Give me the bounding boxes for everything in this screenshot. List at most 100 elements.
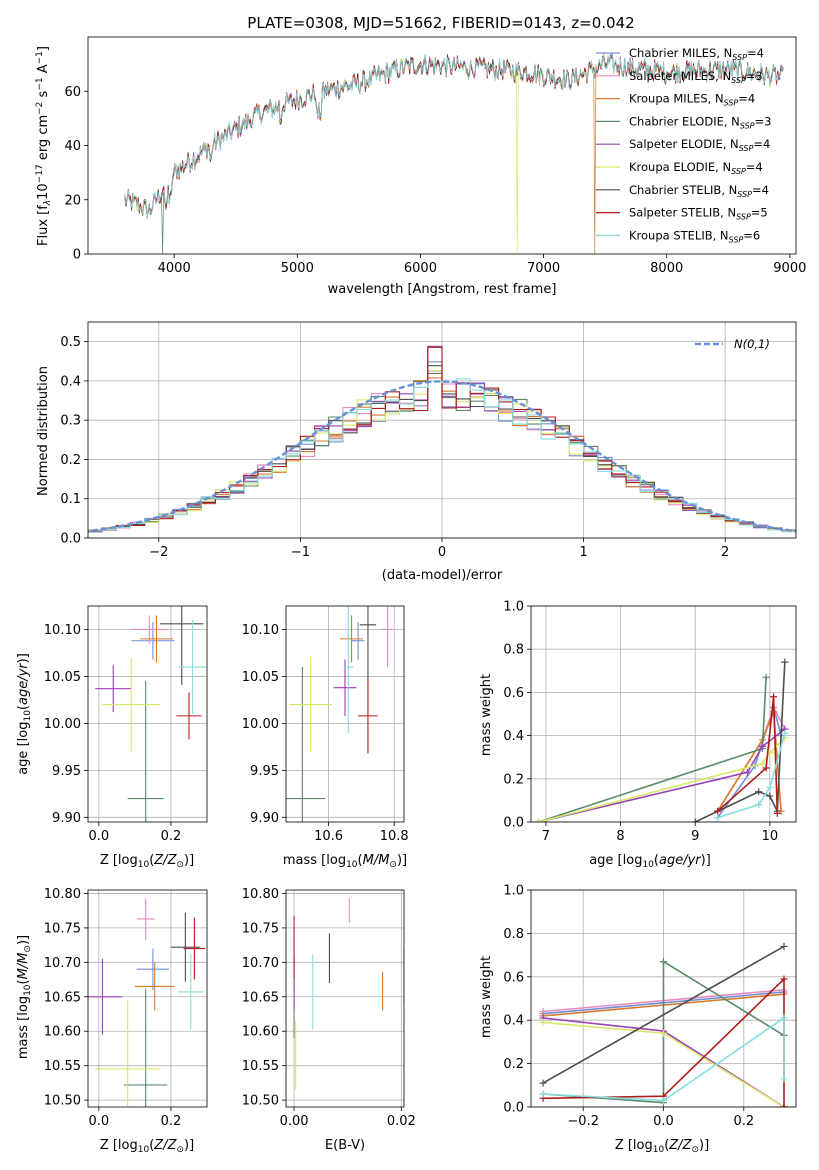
hist-series-4 (88, 372, 796, 534)
grid-lines (286, 890, 404, 1107)
weight-marker (758, 742, 766, 750)
y-tick-label: 10.65 (44, 990, 81, 1005)
age-vs-z-panel: 0.0 0.2 9.90 9.95 10.00 10.05 10.10 Z [log10(Z… (16, 605, 208, 870)
errorbar-point-3 (140, 615, 173, 663)
legend-item-7: Chabrier STELIB, NSSP=4 (629, 183, 769, 199)
errorbar-point-1 (136, 948, 170, 990)
x-tick-label: −1 (291, 545, 310, 560)
axes-frame (87, 321, 797, 539)
errorbar-point-9 (178, 620, 207, 714)
axis-ticks: 0.0 0.2 9.90 9.95 10.00 10.05 10.10 (44, 623, 182, 844)
axis-ticks: 0.0 0.2 10.50 10.55 10.60 10.65 10.70 10.75 10.8… (44, 887, 182, 1129)
errorbar-point-3 (134, 962, 175, 1011)
weight-marker (755, 788, 763, 796)
weight-vs-age-panel: 7 8 9 10 0.0 0.2 0.4 0.6 0.8 1.0 age [log10(age/y… (479, 600, 797, 870)
legend-item-3: Kroupa MILES, NSSP=4 (629, 92, 755, 108)
mass-vs-z-panel: 0.0 0.2 10.50 10.55 10.60 10.65 10.70 10.75 10.8… (16, 887, 208, 1155)
plot-area (539, 942, 788, 1107)
y-tick-label: 10.70 (242, 956, 279, 971)
spectrum-line-4 (124, 53, 784, 254)
weight-series-9 (714, 729, 789, 822)
x-tick-label: 0 (438, 545, 446, 560)
errorbar-point-4 (286, 667, 326, 822)
errorbar-point-6 (289, 657, 332, 752)
weight-marker (762, 764, 770, 772)
weight-marker (762, 673, 770, 681)
grid-lines (88, 890, 207, 1107)
errorbar-point-6 (95, 1000, 161, 1107)
y-tick-label: 10.65 (242, 990, 279, 1005)
weight-marker (660, 1029, 667, 1037)
y-tick-label: 10.05 (242, 670, 279, 685)
x-tick-label: 7 (542, 829, 550, 844)
figure-title: PLATE=0308, MJD=51662, FIBERID=0143, z=0… (247, 14, 634, 32)
axis-ticks: 0.00 0.02 10.50 10.55 10.60 10.65 10.70 10.75 10… (242, 887, 416, 1129)
legend-item-4: Chabrier ELODIE, NSSP=3 (629, 114, 771, 130)
x-tick-label: 6000 (404, 261, 437, 276)
axes-frame (285, 889, 405, 1108)
y-tick-label: 60 (64, 85, 81, 100)
residual-xlabel: (data-model)/error (382, 568, 503, 583)
weight-marker (781, 729, 789, 737)
axis-ticks: 10.6 10.8 9.90 9.95 10.00 10.05 10.10 (242, 623, 409, 844)
y-tick-label: 0.2 (60, 453, 81, 468)
y-tick-label: 20 (64, 193, 81, 208)
spectrum-line-3 (124, 54, 784, 254)
x-tick-label: 9000 (773, 261, 806, 276)
axis-ticks: −0.2 0.0 0.2 0.0 0.2 0.4 0.6 0.8 1.0 (503, 884, 754, 1130)
weight-vs-z-panel: −0.2 0.0 0.2 0.0 0.2 0.4 0.6 0.8 1.0 Z [log10(Z/… (479, 884, 797, 1155)
x-tick-label: 0.2 (733, 1114, 754, 1129)
legend-item-5: Salpeter ELODIE, NSSP=4 (629, 137, 770, 153)
weight-marker (539, 1079, 547, 1087)
weight-marker (780, 1014, 788, 1022)
axes-frame (530, 889, 797, 1108)
legend-item-2: Salpeter MILES, NSSP=3 (629, 69, 763, 85)
weight-marker (781, 658, 789, 666)
errorbar-point-5 (88, 958, 123, 1035)
errorbar-point-9 (178, 954, 204, 1030)
mass-vs-ebv-panel: 0.00 0.02 10.50 10.55 10.60 10.65 10.70 10.75 10… (242, 887, 416, 1153)
y-tick-label: 10.55 (242, 1059, 279, 1074)
x-tick-label: 8000 (650, 261, 683, 276)
legend-item-9: Kroupa STELIB, NSSP=6 (629, 228, 760, 244)
axis-ticks: −2 −1 0 1 2 0.0 0.1 0.2 0.3 0.4 0.5 (60, 335, 729, 560)
y-tick-label: 0.0 (503, 1101, 524, 1116)
weight-marker (714, 807, 722, 815)
errorbar-point-1 (131, 621, 175, 660)
weight-vs-age-xlabel: age [log10(age/yr)] (589, 853, 711, 870)
residual-panel: −2 −1 0 1 2 0.0 0.1 0.2 0.3 0.4 0.5 N(0,1) (data-m… (36, 321, 797, 583)
errorbar-point-4 (127, 681, 164, 822)
y-tick-label: 0.6 (503, 686, 524, 701)
y-tick-label: 40 (64, 139, 81, 154)
y-tick-label: 10.00 (44, 717, 81, 732)
x-tick-label: −2 (149, 545, 168, 560)
y-tick-label: 1.0 (503, 884, 524, 899)
x-tick-label: −0.2 (567, 1114, 599, 1129)
x-tick-label: 10 (762, 829, 779, 844)
x-tick-label: 0.00 (280, 1114, 309, 1129)
errorbar-point-9 (343, 606, 354, 733)
gaussian-legend: N(0,1) (695, 337, 770, 351)
hist-series-8 (88, 346, 796, 534)
axes-frame (530, 605, 797, 823)
weight-marker (691, 818, 699, 822)
y-tick-label: 9.90 (250, 811, 279, 826)
weight-marker (714, 814, 722, 822)
plot-area (534, 658, 789, 822)
weight-vs-z-xlabel: Z [log10(Z/Z⊙)] (615, 1138, 709, 1155)
age-vs-mass-panel: 10.6 10.8 9.90 9.95 10.00 10.05 10.10 mass [lo… (242, 605, 409, 870)
weight-series-9 (539, 1014, 788, 1104)
y-tick-label: 0.0 (60, 532, 81, 547)
x-tick-label: 4000 (158, 261, 191, 276)
y-tick-label: 10.75 (44, 921, 81, 936)
weight-series-7 (691, 658, 789, 822)
y-tick-label: 10.80 (242, 887, 279, 902)
weight-marker (758, 760, 766, 768)
weight-marker (766, 783, 774, 791)
hist-series-3 (88, 377, 796, 534)
y-tick-label: 10.55 (44, 1059, 81, 1074)
errorbar-point-8 (183, 917, 206, 980)
legend-item-1: Chabrier MILES, NSSP=4 (629, 46, 764, 62)
y-tick-label: 10.70 (44, 956, 81, 971)
y-tick-label: 10.50 (242, 1094, 279, 1109)
